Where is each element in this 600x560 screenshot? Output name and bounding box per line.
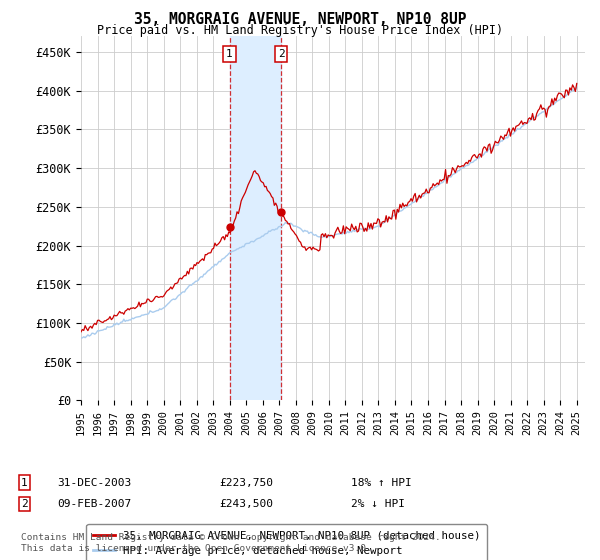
Text: 1: 1 — [21, 478, 28, 488]
Text: £223,750: £223,750 — [219, 478, 273, 488]
Text: 2: 2 — [21, 499, 28, 509]
Text: 2: 2 — [278, 49, 284, 59]
Text: 31-DEC-2003: 31-DEC-2003 — [57, 478, 131, 488]
Text: 35, MORGRAIG AVENUE, NEWPORT, NP10 8UP: 35, MORGRAIG AVENUE, NEWPORT, NP10 8UP — [134, 12, 466, 27]
Text: £243,500: £243,500 — [219, 499, 273, 509]
Text: 1: 1 — [226, 49, 233, 59]
Text: Price paid vs. HM Land Registry's House Price Index (HPI): Price paid vs. HM Land Registry's House … — [97, 24, 503, 36]
Legend: 35, MORGRAIG AVENUE, NEWPORT, NP10 8UP (detached house), HPI: Average price, det: 35, MORGRAIG AVENUE, NEWPORT, NP10 8UP (… — [86, 524, 487, 560]
Text: Contains HM Land Registry data © Crown copyright and database right 2024.
This d: Contains HM Land Registry data © Crown c… — [21, 533, 441, 553]
Text: 2% ↓ HPI: 2% ↓ HPI — [351, 499, 405, 509]
Text: 09-FEB-2007: 09-FEB-2007 — [57, 499, 131, 509]
Bar — [230, 36, 281, 400]
Text: 18% ↑ HPI: 18% ↑ HPI — [351, 478, 412, 488]
